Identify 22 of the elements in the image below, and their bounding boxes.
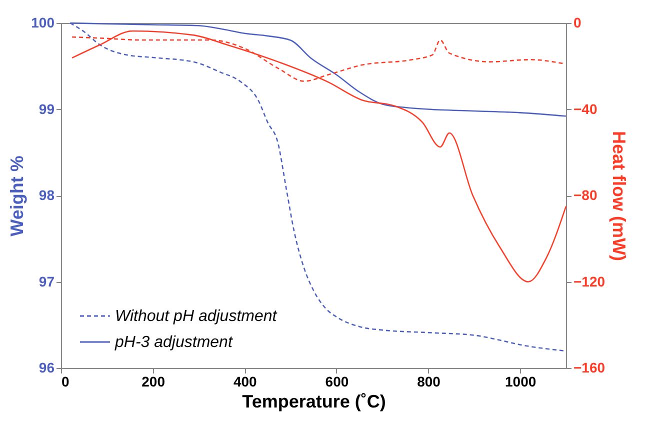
y2-tick-label: −160	[574, 360, 606, 376]
x-axis-title: Temperature (˚C)	[242, 392, 386, 412]
y-tick-label: 98	[38, 187, 55, 203]
x-tick-label: 0	[62, 374, 70, 390]
x-tick-label: 1000	[505, 374, 536, 390]
legend-label: Without pH adjustment	[115, 308, 278, 325]
legend-label: pH-3 adjustment	[114, 334, 233, 351]
y2-tick-label: −80	[574, 187, 598, 203]
y-tick-label: 100	[31, 14, 55, 30]
y-tick-label: 96	[38, 360, 55, 376]
y2-axis-title: Heat flow (mW)	[609, 131, 630, 261]
y2-tick-label: −40	[574, 100, 598, 117]
x-tick-label: 400	[233, 374, 258, 390]
x-tick-label: 200	[142, 374, 166, 390]
y2-tick-label: −120	[574, 273, 606, 290]
y-axis-title: Weight %	[7, 156, 28, 236]
x-tick-label: 600	[325, 374, 349, 390]
x-tick-label: 800	[417, 374, 441, 390]
y-tick-label: 99	[38, 100, 55, 117]
y2-tick-label: 0	[574, 14, 582, 30]
y-tick-label: 97	[38, 273, 55, 290]
line-series	[71, 30, 567, 282]
